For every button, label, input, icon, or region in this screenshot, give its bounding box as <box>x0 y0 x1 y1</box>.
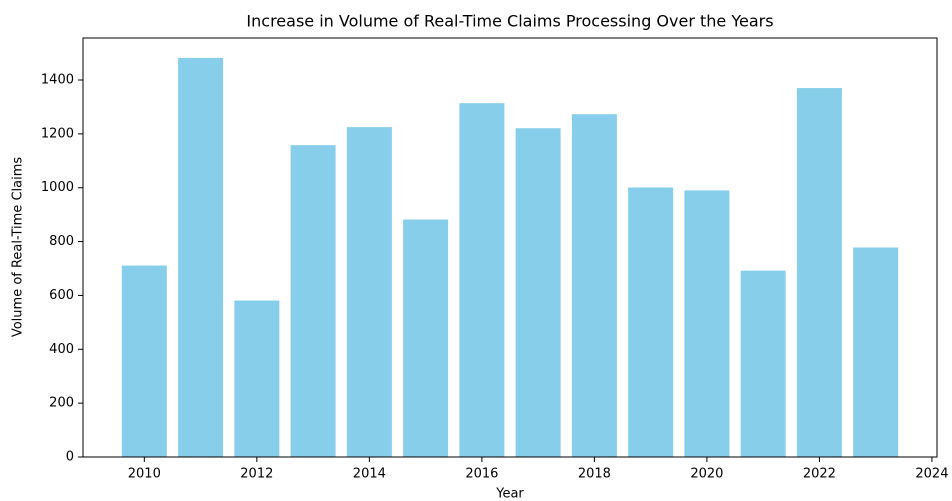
chart-title: Increase in Volume of Real-Time Claims P… <box>246 12 773 31</box>
x-tick-label: 2014 <box>353 467 386 482</box>
x-tick-label: 2020 <box>690 467 723 482</box>
bar <box>234 300 280 457</box>
bar <box>403 219 449 457</box>
bar <box>346 127 392 457</box>
bar <box>178 57 224 458</box>
bar <box>740 270 786 457</box>
bar <box>121 265 167 457</box>
y-tick-label: 1200 <box>41 126 74 141</box>
bar <box>290 145 336 457</box>
y-tick-label: 600 <box>49 288 74 303</box>
y-tick-label: 800 <box>49 234 74 249</box>
bar <box>796 88 842 457</box>
y-axis-label: Volume of Real-Time Claims <box>11 157 26 338</box>
plot-frame <box>82 37 938 458</box>
y-tick-label: 200 <box>49 396 74 411</box>
bar <box>853 247 899 457</box>
bar <box>628 187 674 458</box>
x-tick-label: 2012 <box>240 467 273 482</box>
x-tick-label: 2018 <box>578 467 611 482</box>
y-tick-label: 1400 <box>41 73 74 88</box>
x-axis-label: Year <box>495 487 524 501</box>
x-tick-label: 2016 <box>465 467 498 482</box>
bar <box>459 103 505 458</box>
y-tick-label: 400 <box>49 342 74 357</box>
bar <box>684 190 730 457</box>
y-tick-label: 0 <box>66 450 74 465</box>
bar <box>571 114 617 457</box>
x-tick-label: 2024 <box>915 467 948 482</box>
bar <box>515 128 561 457</box>
x-tick-label: 2022 <box>803 467 836 482</box>
y-tick-label: 1000 <box>41 180 74 195</box>
x-tick-label: 2010 <box>128 467 161 482</box>
